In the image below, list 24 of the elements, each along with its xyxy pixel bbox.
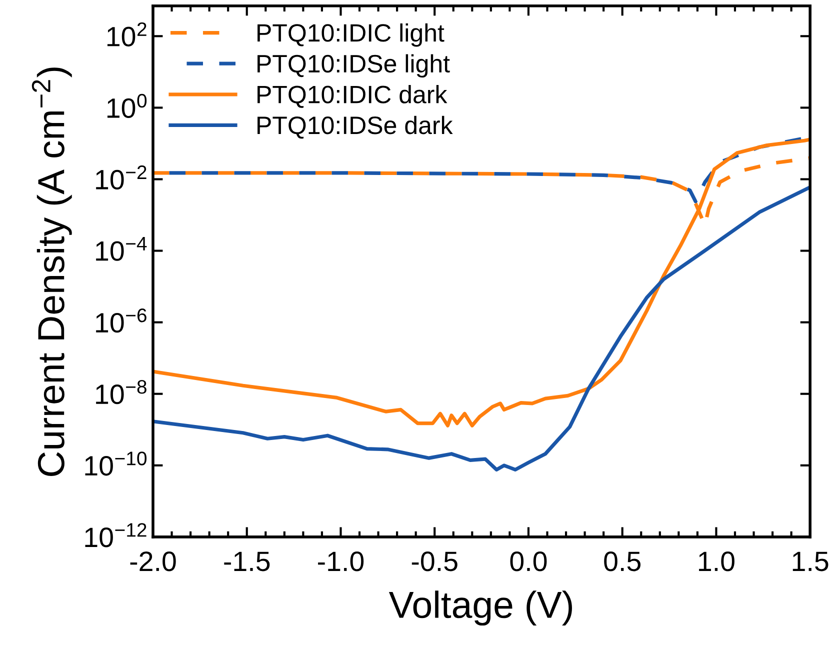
legend-label: PTQ10:IDIC dark (258, 85, 448, 108)
y-tick-label: 10$^{0}$ (107, 94, 147, 118)
line-series (152, 138, 810, 428)
x-tick-label: 0.0 (510, 552, 547, 572)
legend-label: PTQ10:IDSe light (258, 54, 450, 78)
y-tick-label: 10$^{−12}$ (85, 523, 146, 548)
line-series (152, 185, 810, 472)
x-axis-title: Voltage (V) (388, 590, 572, 626)
legend-label: PTQ10:IDIC light (258, 23, 444, 47)
y-tick-label: 10$^{2}$ (107, 22, 146, 46)
x-tick-label: 1.0 (699, 552, 734, 572)
y-axis-title: Current Density (A cm$^{−2}$) (32, 68, 72, 476)
x-tick-label: 1.5 (792, 552, 828, 572)
y-tick-label: 10$^{−6}$ (96, 308, 146, 333)
x-tick-label: -2.0 (130, 552, 176, 572)
x-tick-label: 0.5 (604, 552, 640, 572)
y-tick-label: 10$^{−8}$ (96, 380, 146, 404)
legend-label: PTQ10:IDSe dark (258, 116, 453, 139)
y-tick-label: 10$^{−4}$ (96, 236, 147, 261)
x-tick-label: -0.5 (412, 552, 458, 572)
x-tick-label: -1.5 (224, 552, 270, 572)
x-tick-label: -1.0 (318, 552, 364, 572)
y-tick-label: 10$^{−10}$ (85, 452, 147, 476)
y-tick-label: 10$^{−2}$ (96, 165, 146, 190)
